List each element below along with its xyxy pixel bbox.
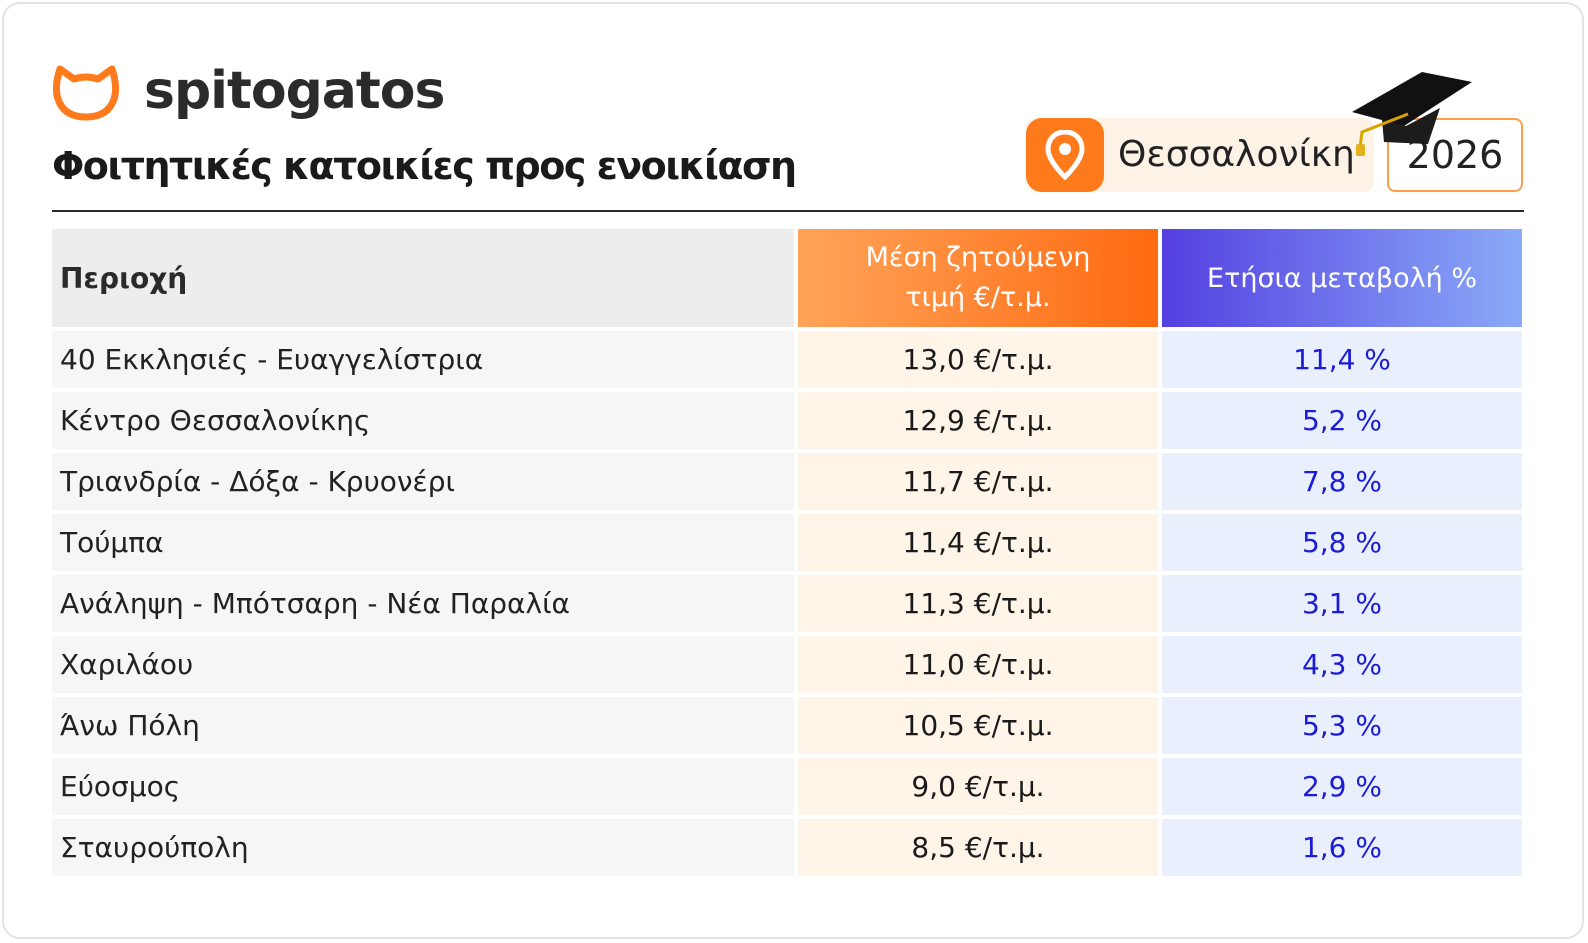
cell-price: 13,0 €/τ.μ.	[798, 331, 1158, 388]
graduation-cap-icon	[1352, 72, 1472, 156]
cat-icon	[52, 65, 120, 121]
cell-area: Ανάληψη - Μπότσαρη - Νέα Παραλία	[52, 575, 794, 632]
column-header-price-line1: Μέση ζητούμενη	[865, 242, 1091, 273]
table-row: Κέντρο Θεσσαλονίκης 12,9 €/τ.μ. 5,2 %	[52, 392, 1522, 449]
brand-name: spitogatos	[144, 61, 445, 121]
table-row: Εύοσμος 9,0 €/τ.μ. 2,9 %	[52, 758, 1522, 815]
cell-change: 3,1 %	[1162, 575, 1522, 632]
pin-icon	[1026, 118, 1104, 192]
title-divider	[52, 210, 1524, 212]
table-row: Τούμπα 11,4 €/τ.μ. 5,8 %	[52, 514, 1522, 571]
cell-change: 4,3 %	[1162, 636, 1522, 693]
cell-price: 10,5 €/τ.μ.	[798, 697, 1158, 754]
rent-table: Περιοχή Μέση ζητούμενη τιμή €/τ.μ. Ετήσι…	[48, 225, 1526, 880]
column-header-change: Ετήσια μεταβολή %	[1162, 229, 1522, 327]
table-header-row: Περιοχή Μέση ζητούμενη τιμή €/τ.μ. Ετήσι…	[52, 229, 1522, 327]
page-title: Φοιτητικές κατοικίες προς ενοικίαση	[52, 144, 797, 188]
cell-change: 1,6 %	[1162, 819, 1522, 876]
location-badge: Θεσσαλονίκη	[1026, 118, 1374, 192]
cell-area: 40 Εκκλησιές - Ευαγγελίστρια	[52, 331, 794, 388]
table-row: Άνω Πόλη 10,5 €/τ.μ. 5,3 %	[52, 697, 1522, 754]
cell-change: 2,9 %	[1162, 758, 1522, 815]
table-row: Χαριλάου 11,0 €/τ.μ. 4,3 %	[52, 636, 1522, 693]
column-header-area: Περιοχή	[52, 229, 794, 327]
cell-price: 8,5 €/τ.μ.	[798, 819, 1158, 876]
column-header-price: Μέση ζητούμενη τιμή €/τ.μ.	[798, 229, 1158, 327]
cell-area: Τούμπα	[52, 514, 794, 571]
cell-change: 5,8 %	[1162, 514, 1522, 571]
cell-price: 11,3 €/τ.μ.	[798, 575, 1158, 632]
cell-area: Τριανδρία - Δόξα - Κρυονέρι	[52, 453, 794, 510]
table-row: Σταυρούπολη 8,5 €/τ.μ. 1,6 %	[52, 819, 1522, 876]
cell-change: 7,8 %	[1162, 453, 1522, 510]
cell-change: 5,2 %	[1162, 392, 1522, 449]
cell-area: Σταυρούπολη	[52, 819, 794, 876]
brand-logo[interactable]: spitogatos	[52, 56, 445, 126]
cell-area: Άνω Πόλη	[52, 697, 794, 754]
cell-area: Χαριλάου	[52, 636, 794, 693]
cell-price: 12,9 €/τ.μ.	[798, 392, 1158, 449]
cell-change: 11,4 %	[1162, 331, 1522, 388]
cell-price: 11,4 €/τ.μ.	[798, 514, 1158, 571]
cell-area: Εύοσμος	[52, 758, 794, 815]
column-header-price-line2: τιμή €/τ.μ.	[905, 282, 1051, 313]
table-row: 40 Εκκλησιές - Ευαγγελίστρια 13,0 €/τ.μ. 1…	[52, 331, 1522, 388]
cell-price: 9,0 €/τ.μ.	[798, 758, 1158, 815]
table-row: Ανάληψη - Μπότσαρη - Νέα Παραλία 11,3 €/τ…	[52, 575, 1522, 632]
cell-change: 5,3 %	[1162, 697, 1522, 754]
cell-area: Κέντρο Θεσσαλονίκης	[52, 392, 794, 449]
location-label: Θεσσαλονίκη	[1118, 134, 1355, 175]
table-row: Τριανδρία - Δόξα - Κρυονέρι 11,7 €/τ.μ. 7,…	[52, 453, 1522, 510]
cell-price: 11,7 €/τ.μ.	[798, 453, 1158, 510]
cell-price: 11,0 €/τ.μ.	[798, 636, 1158, 693]
